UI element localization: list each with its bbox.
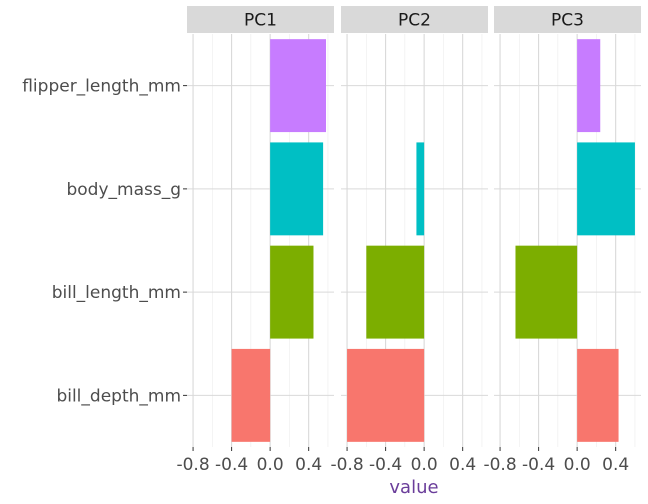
x-tick-label: 0.4 — [449, 455, 476, 475]
facet-label: PC2 — [398, 11, 431, 31]
x-tick-label: -0.8 — [330, 455, 363, 475]
bar-pc2-bill-depth-mm — [347, 348, 425, 442]
x-tick-label: -0.8 — [176, 455, 209, 475]
bar-pc1-body-mass-g — [270, 142, 324, 236]
x-tick-label: 0.0 — [411, 455, 438, 475]
x-tick-label: 0.4 — [602, 455, 629, 475]
bar-pc2-body-mass-g — [416, 142, 425, 236]
bar-pc1-bill-depth-mm — [231, 348, 271, 442]
bar-layer — [231, 39, 635, 442]
facet-strip — [494, 6, 641, 33]
bar-pc1-flipper-length-mm — [270, 39, 327, 133]
x-axis-ticks: -0.8 -0.4 0.0 0.4 -0.8 -0.4 0.0 0.4 -0.8 -0.4 0.0 0… — [176, 447, 629, 475]
x-tick-label: 0.0 — [564, 455, 591, 475]
x-tick-label: 0.4 — [295, 455, 322, 475]
y-tick-label: bill_depth_mm — [56, 386, 181, 406]
y-tick-label: body_mass_g — [66, 180, 181, 200]
facet-strips: PC1 PC2 PC3 — [187, 6, 641, 33]
facet-strip — [341, 6, 488, 33]
x-tick-label: 0.0 — [257, 455, 284, 475]
facet-label: PC1 — [244, 11, 277, 31]
x-tick-label: -0.4 — [369, 455, 402, 475]
bar-pc3-flipper-length-mm — [577, 39, 601, 133]
facet-label: PC3 — [551, 11, 584, 31]
x-tick-label: -0.4 — [215, 455, 248, 475]
bar-pc1-bill-length-mm — [270, 245, 314, 339]
y-tick-label: bill_length_mm — [52, 283, 181, 303]
bar-pc2-bill-length-mm — [366, 245, 425, 339]
x-axis-title: value — [389, 477, 438, 498]
x-tick-label: -0.4 — [522, 455, 555, 475]
bar-pc3-bill-length-mm — [515, 245, 578, 339]
bar-pc3-bill-depth-mm — [577, 348, 619, 442]
y-tick-label: flipper_length_mm — [22, 77, 181, 97]
bar-pc3-body-mass-g — [577, 142, 635, 236]
x-tick-label: -0.8 — [483, 455, 516, 475]
y-axis-labels: flipper_length_mm body_mass_g bill_length_… — [22, 77, 187, 406]
facet-strip — [187, 6, 334, 33]
